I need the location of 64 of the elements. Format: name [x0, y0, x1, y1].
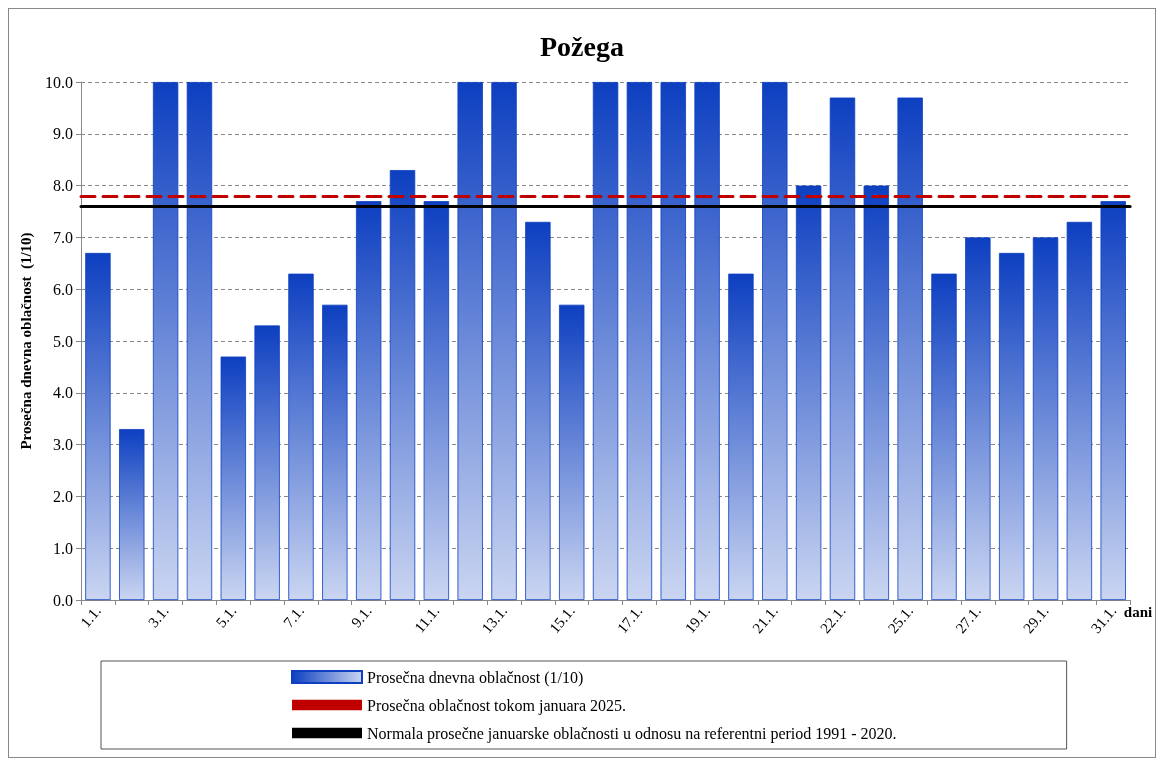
bar	[1066, 221, 1093, 600]
bar	[762, 82, 788, 600]
legend-label: Prosečna oblačnost tokom januara 2025.	[367, 696, 627, 715]
x-tick-label: 22.1.	[817, 602, 849, 637]
bar	[220, 356, 246, 600]
x-tick-label: 25.1.	[884, 602, 917, 637]
bar	[288, 273, 314, 600]
y-tick-label: 6.0	[53, 280, 73, 298]
bar	[491, 82, 517, 600]
bar	[389, 170, 416, 600]
y-tick-label: 9.0	[53, 125, 73, 143]
x-tick-label: 9.1.	[348, 602, 375, 631]
bar	[965, 237, 991, 600]
y-tick-label: 8.0	[53, 177, 73, 195]
x-tick-label: 27.1.	[952, 602, 984, 637]
bar	[322, 304, 348, 600]
bar	[525, 221, 551, 600]
bar	[119, 429, 145, 600]
chart-title: Požega	[540, 30, 624, 62]
bar	[795, 185, 822, 600]
y-tick-label: 10.0	[45, 73, 73, 91]
x-tick-label: 13.1.	[478, 602, 511, 637]
y-tick-label: 2.0	[53, 487, 73, 505]
x-tick-label: 29.1.	[1020, 602, 1052, 637]
bar	[829, 97, 856, 600]
y-tick-label: 4.0	[53, 384, 73, 402]
bar	[931, 273, 957, 600]
x-tick-label: 3.1.	[145, 602, 172, 631]
x-tick-label: 31.1.	[1087, 602, 1120, 637]
x-tick-label: 1.1.	[77, 602, 105, 631]
x-tick-label: 19.1.	[681, 602, 714, 637]
bar	[626, 82, 653, 600]
y-axis-title: Prosečna dnevna oblačnost (1/10)	[17, 232, 35, 450]
bar	[1032, 237, 1059, 600]
bar	[152, 82, 179, 600]
x-tick-label: 17.1.	[614, 602, 646, 637]
x-tick-label: 11.1.	[411, 602, 443, 636]
x-axis-title: dani	[1123, 603, 1153, 620]
legend-label: Normala prosečne januarske oblačnosti u odnosu na referentni period 1991 - 2020.	[367, 724, 897, 743]
x-tick-label: 7.1.	[280, 602, 308, 631]
y-tick-label: 3.0	[53, 436, 73, 454]
bar	[694, 82, 720, 600]
y-tick-label: 5.0	[53, 332, 73, 350]
bar	[85, 252, 111, 600]
x-tick-label: 21.1.	[749, 602, 781, 637]
bar	[592, 82, 619, 600]
bar	[863, 185, 890, 600]
bar	[1100, 201, 1126, 600]
x-tick-label: 15.1.	[546, 602, 578, 637]
bar	[660, 82, 686, 600]
y-tick-label: 0.0	[53, 591, 73, 609]
y-tick-label: 7.0	[53, 228, 73, 246]
bar	[999, 252, 1025, 600]
bar	[897, 97, 923, 600]
bar	[559, 304, 585, 600]
bar	[728, 273, 754, 600]
bar	[355, 201, 382, 600]
bar	[457, 82, 483, 600]
bar	[423, 201, 450, 600]
bar	[254, 325, 280, 600]
legend-label: Prosečna dnevna oblačnost (1/10)	[367, 668, 584, 687]
y-tick-label: 1.0	[53, 539, 73, 557]
bar	[186, 82, 213, 600]
x-tick-label: 5.1.	[212, 602, 240, 631]
